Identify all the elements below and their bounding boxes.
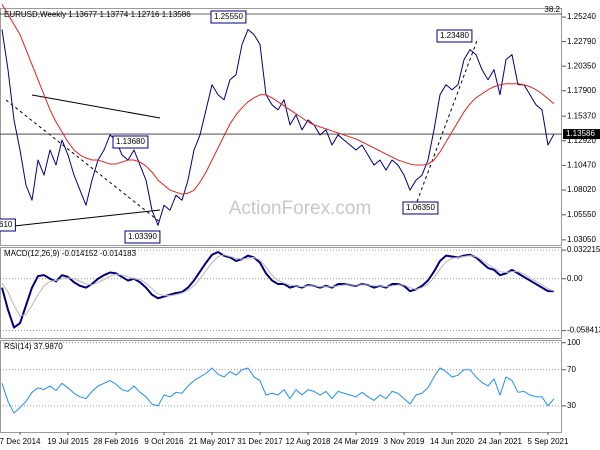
plot-layer: 1.25240 1.22790 1.20350 1.17900 1.15370 1.129… (0, 4, 600, 446)
annotation-box (402, 201, 439, 215)
series-line (1, 4, 555, 195)
x-tick-label: 24 Mar 2019 (334, 437, 379, 446)
series-line (1, 251, 555, 329)
y-tick-label: 70 (567, 365, 576, 374)
y-tick-label: 0.032215 (567, 245, 600, 254)
series-line (1, 28, 555, 226)
panel-frame (0, 247, 562, 339)
price-label: 1.13586 (566, 129, 595, 138)
x-tick-label: 3 Nov 2019 (384, 437, 425, 446)
y-tick-label: 1.22790 (567, 37, 596, 46)
x-tick-label: 5 Sep 2021 (528, 437, 569, 446)
panel-frame (0, 340, 562, 433)
y-tick-label: 1.17900 (567, 86, 596, 95)
x-tick-label: 28 Feb 2016 (94, 437, 139, 446)
annotation: 1.03390 (128, 232, 157, 241)
y-tick-label: 30 (567, 401, 576, 410)
panel-title: MACD(12,26,9) -0.014152 -0.014183 (4, 249, 137, 258)
annotation-box (210, 10, 247, 24)
y-tick-label: 1.05550 (567, 210, 596, 219)
y-tick-label: 1.15370 (567, 111, 596, 120)
trend-line (31, 94, 161, 119)
x-tick-label: 24 Jan 2021 (478, 437, 523, 446)
y-tick-label: 0.00 (567, 274, 583, 283)
trend-line (414, 37, 479, 208)
annotation: 1.23480 (440, 31, 469, 40)
level-label: 38.2 (544, 5, 560, 14)
annotation-box (0, 218, 16, 232)
x-tick-label: 9 Oct 2016 (144, 437, 184, 446)
annotation: 610 (0, 220, 13, 229)
x-tick-label: 12 Aug 2018 (286, 437, 331, 446)
trend-line (5, 99, 161, 223)
trend-line (13, 209, 161, 227)
panel-frame (0, 8, 562, 246)
x-tick-label: 14 Jun 2020 (430, 437, 475, 446)
x-tick-label: 21 May 2017 (189, 437, 236, 446)
panel-title: EURUSD,Weekly 1.13677 1.13774 1.12716 1.… (4, 10, 191, 19)
y-tick-label: 1.20350 (567, 61, 596, 70)
series-line (1, 367, 555, 414)
y-tick-label: 1.03050 (567, 235, 596, 244)
annotation-box (112, 135, 149, 149)
y-tick-label: 1.25240 (567, 12, 596, 21)
x-tick-label: 7 Dec 2014 (0, 437, 41, 446)
annotation: 1.06350 (406, 203, 435, 212)
y-tick-label: -0.058413 (567, 326, 600, 335)
watermark: ActionForex.com (229, 198, 372, 219)
y-tick-label: 1.12920 (567, 136, 596, 145)
y-tick-label: 100 (567, 338, 581, 347)
annotation: 1.25550 (214, 12, 243, 21)
panel-title: RSI(14) 37.9870 (4, 342, 63, 351)
series-line (1, 254, 555, 317)
annotation-box (124, 230, 161, 244)
annotation-box (436, 29, 473, 43)
y-tick-label: 1.10470 (567, 160, 596, 169)
x-tick-label: 31 Dec 2017 (237, 437, 283, 446)
x-tick-label: 19 Jul 2015 (47, 437, 89, 446)
price-box (563, 129, 600, 140)
y-tick-label: 1.08020 (567, 185, 596, 194)
annotation: 1.13680 (116, 137, 145, 146)
